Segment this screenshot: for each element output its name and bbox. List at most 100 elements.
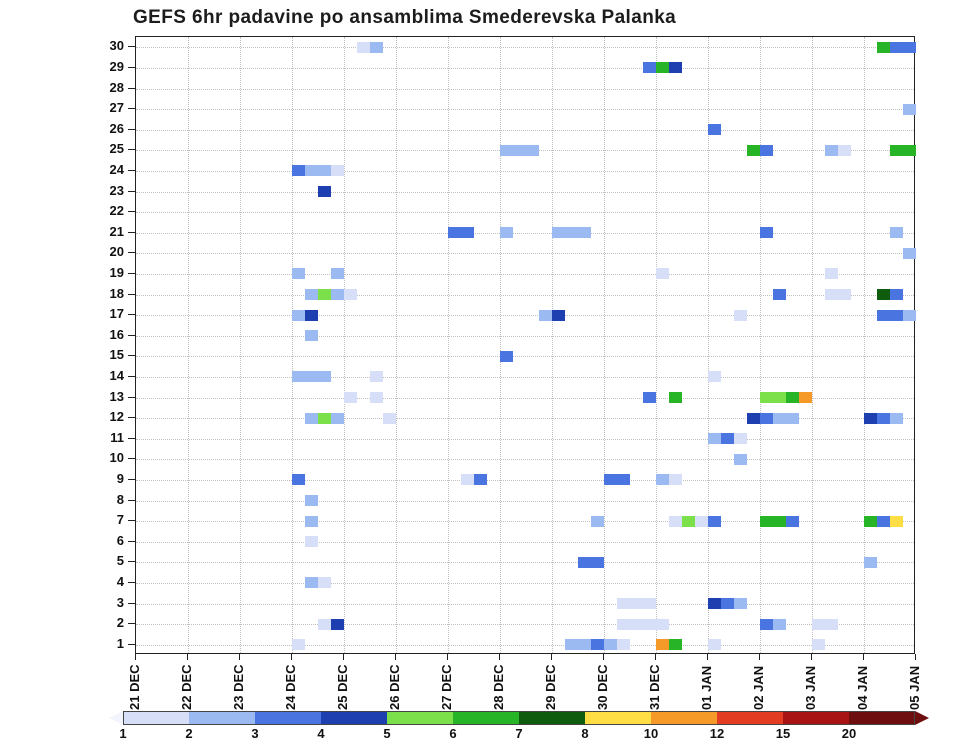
x-tick (915, 654, 916, 660)
precip-cell (370, 392, 383, 403)
precip-cell (552, 227, 565, 239)
x-tick-label: 26 DEC (387, 664, 402, 710)
y-tick (128, 396, 135, 398)
precip-cell (318, 412, 331, 424)
precip-cell (890, 289, 903, 300)
colorbar-label: 6 (449, 726, 457, 741)
y-tick-label: 21 (109, 223, 124, 239)
colorbar-label: 20 (841, 726, 857, 741)
member-gridline (136, 603, 914, 605)
precip-cell (864, 515, 877, 527)
precip-cell (513, 144, 526, 156)
y-tick-label: 24 (109, 161, 124, 177)
precip-cell (578, 227, 591, 239)
precip-cell (786, 515, 799, 527)
member-gridline (136, 273, 914, 275)
y-tick (128, 293, 135, 295)
colorbar-segment (189, 711, 255, 725)
member-gridline (136, 315, 914, 317)
y-tick (128, 87, 135, 89)
x-tick (863, 654, 864, 660)
precip-cell (318, 618, 331, 630)
precip-cell (734, 309, 747, 321)
precip-cell (292, 309, 305, 321)
precip-cell (695, 515, 708, 527)
member-gridline (136, 212, 914, 214)
precip-cell (656, 62, 669, 74)
precip-cell (370, 371, 383, 383)
x-tick (499, 654, 500, 660)
y-tick-label: 15 (109, 347, 124, 363)
x-tick-label: 29 DEC (543, 664, 558, 710)
day-gridline (344, 37, 345, 653)
precip-cell (877, 515, 890, 527)
member-gridline (136, 459, 914, 461)
x-tick (187, 654, 188, 660)
precip-cell (643, 392, 656, 403)
precip-cell (669, 639, 682, 651)
precip-cell (305, 371, 318, 383)
y-tick (128, 149, 135, 151)
y-tick (128, 520, 135, 522)
precip-cell (500, 227, 513, 239)
y-tick (128, 66, 135, 68)
member-gridline (136, 624, 914, 626)
member-gridline (136, 109, 914, 111)
colorbar-segment (321, 711, 387, 725)
precip-cell (630, 618, 643, 630)
precip-cell (708, 598, 721, 609)
precip-cell (825, 268, 838, 280)
colorbar-label: 2 (185, 726, 193, 741)
y-tick (128, 581, 135, 583)
y-tick (128, 623, 135, 625)
member-gridline (136, 232, 914, 234)
x-tick (395, 654, 396, 660)
precip-cell (305, 536, 318, 548)
x-tick (343, 654, 344, 660)
precip-cell (331, 165, 344, 177)
x-tick-label: 05 JAN (907, 665, 922, 710)
precip-cell (656, 618, 669, 630)
precip-cell (656, 474, 669, 486)
precip-cell (734, 453, 747, 465)
precip-cell (292, 371, 305, 383)
member-gridline (136, 253, 914, 255)
precip-cell (344, 289, 357, 300)
colorbar-segment (651, 711, 717, 725)
y-tick-label: 23 (109, 182, 124, 198)
precip-cell (786, 412, 799, 424)
y-tick-label: 19 (109, 264, 124, 280)
colorbar-segment (387, 711, 453, 725)
precip-cell (903, 247, 916, 259)
precip-cell (877, 412, 890, 424)
member-gridline (136, 644, 914, 646)
x-tick-label: 01 JAN (699, 665, 714, 710)
y-tick-label: 4 (116, 573, 124, 589)
precip-cell (669, 62, 682, 74)
colorbar-label: 4 (317, 726, 325, 741)
y-tick-label: 8 (116, 491, 124, 507)
chart-title: GEFS 6hr padavine po ansamblima Smederev… (133, 7, 677, 28)
y-tick (128, 46, 135, 48)
precip-cell (331, 289, 344, 300)
x-tick-label: 02 JAN (751, 665, 766, 710)
colorbar-label: 15 (775, 726, 791, 741)
y-tick-label: 27 (109, 100, 124, 116)
y-tick-label: 9 (116, 470, 124, 486)
precip-cell (903, 144, 916, 156)
y-tick-label: 5 (116, 553, 124, 569)
y-tick-label: 11 (110, 429, 124, 445)
precip-cell (682, 515, 695, 527)
precip-cell (305, 165, 318, 177)
y-tick (128, 231, 135, 233)
precip-cell (656, 639, 669, 651)
colorbar-label: 5 (383, 726, 391, 741)
precip-cell (760, 515, 773, 527)
y-tick (128, 211, 135, 213)
x-tick-label: 31 DEC (647, 664, 662, 710)
precip-cell (708, 124, 721, 136)
member-gridline (136, 521, 914, 523)
y-tick (128, 417, 135, 419)
colorbar-segment (255, 711, 321, 725)
day-gridline (656, 37, 657, 653)
